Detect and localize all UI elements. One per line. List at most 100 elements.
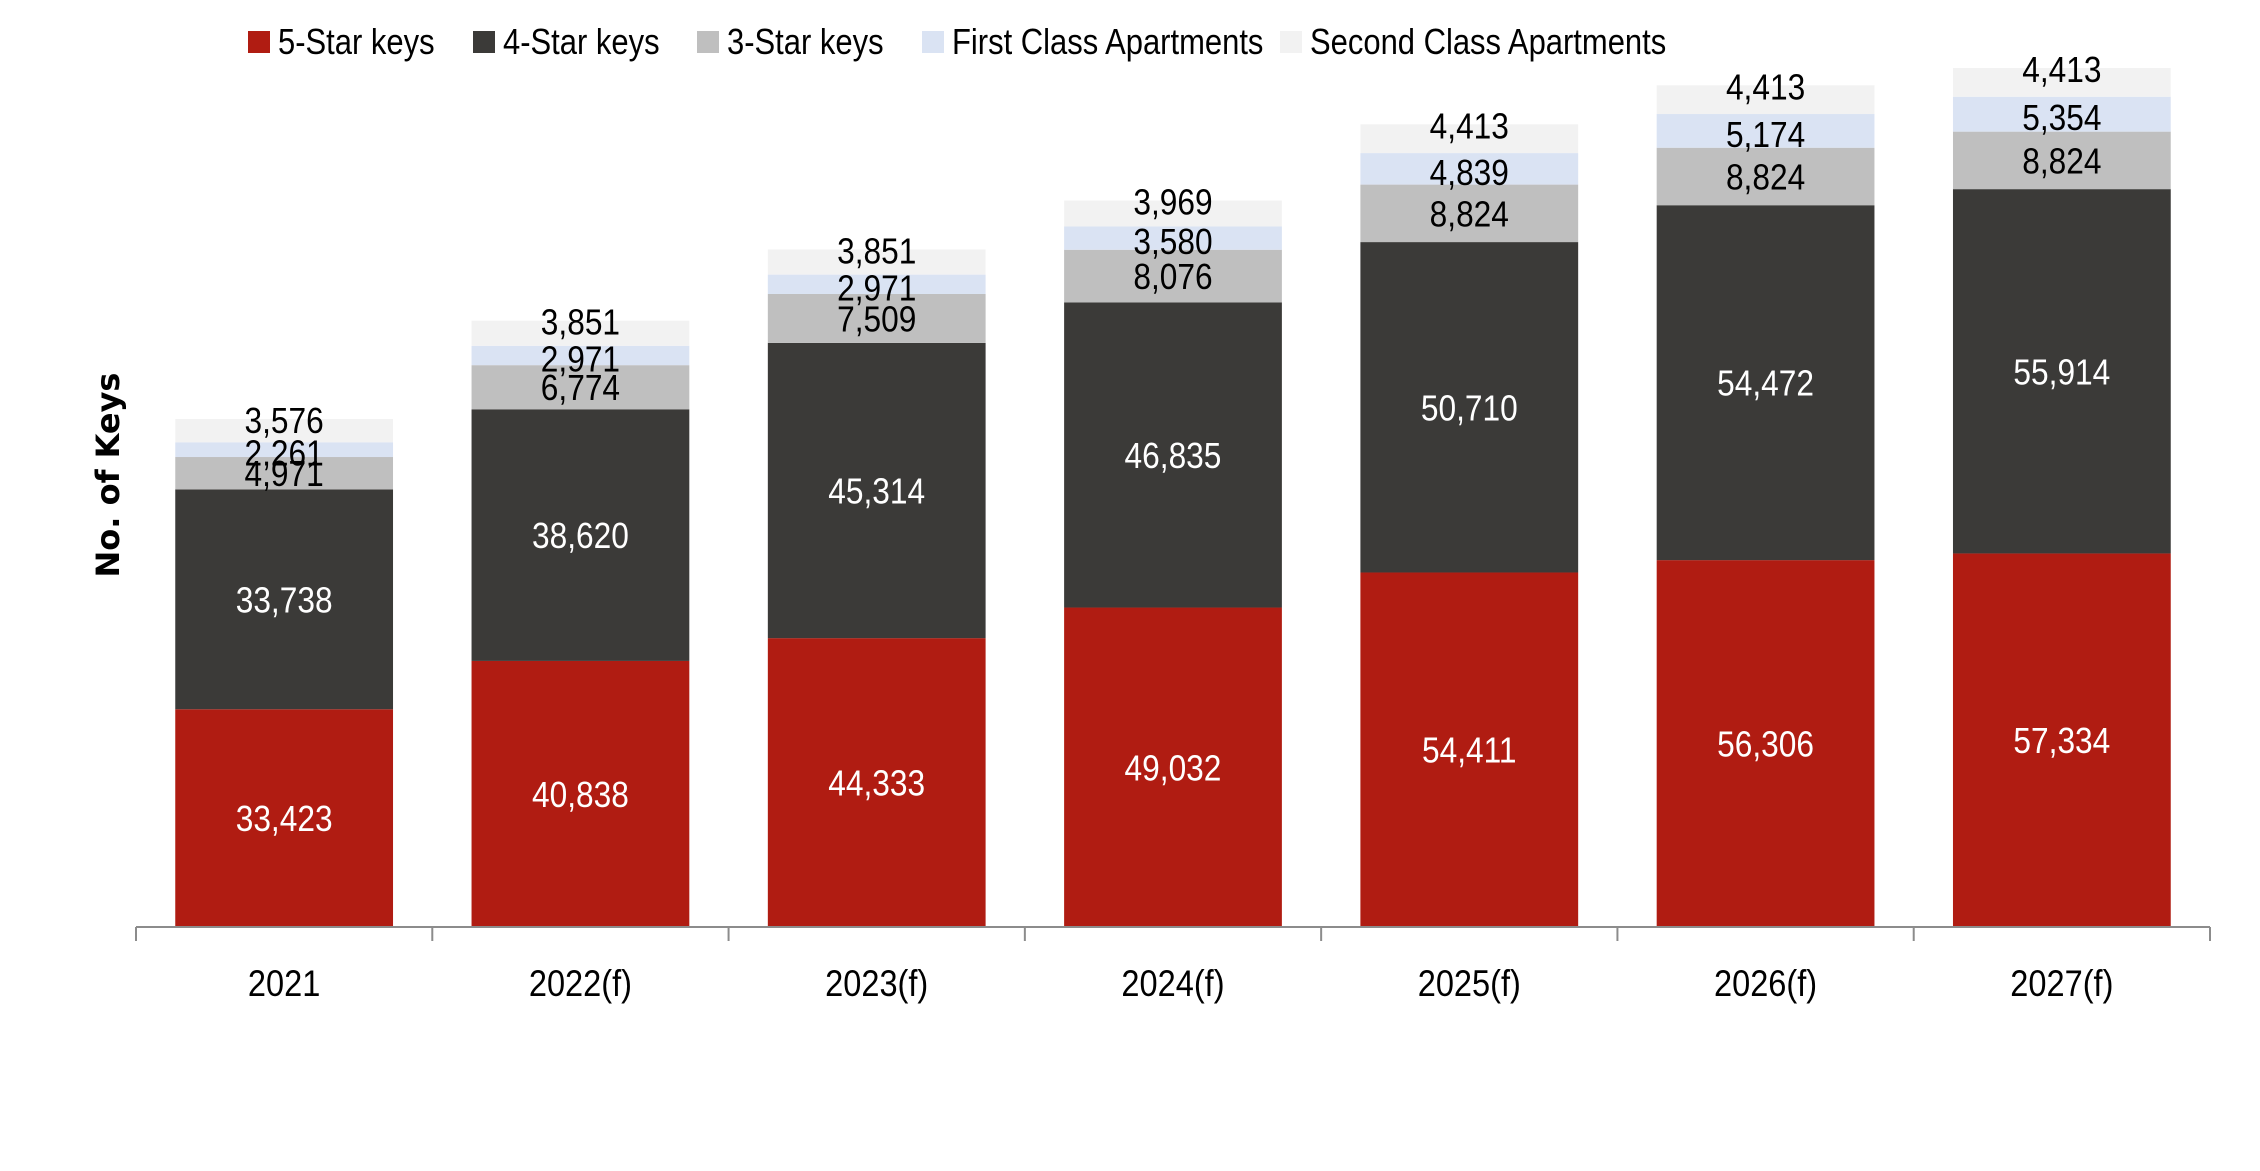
bar-segment (767, 293, 986, 343)
x-tick-label: 2022(f) (529, 963, 632, 1004)
data-label: 5,354 (2022, 98, 2101, 138)
data-label: 8,824 (1726, 158, 1805, 198)
legend-label: First Class Apartments (951, 21, 1264, 62)
bar-segment (767, 274, 986, 294)
bar-segment (175, 489, 394, 710)
data-label: 4,971 (245, 454, 324, 494)
bar-segment (175, 457, 394, 490)
data-label: 45,314 (828, 472, 925, 512)
x-tick-label: 2027(f) (2010, 963, 2113, 1004)
legend-label: 4-Star keys (502, 21, 660, 62)
bar-segment (1064, 200, 1282, 227)
bar-segment (471, 345, 690, 366)
data-label: 50,710 (1421, 388, 1518, 428)
bar-segment (1952, 96, 2171, 132)
legend-label: 3-Star keys (727, 21, 884, 62)
bar-segment (1656, 85, 1875, 115)
bar-segment (1064, 607, 1282, 927)
bar-segment (1360, 124, 1579, 154)
bar-segment (1064, 226, 1282, 250)
data-label: 38,620 (532, 516, 629, 556)
chart-legend: 5-Star keys 4-Star keys 3-Star keys First C… (248, 18, 1676, 66)
bar-segment (1360, 242, 1579, 573)
bar-segment (175, 709, 394, 927)
data-label: 57,334 (2013, 721, 2110, 761)
bar-segment (175, 442, 394, 458)
data-label: 56,306 (1717, 725, 1814, 765)
data-label: 3,851 (541, 303, 620, 343)
data-label: 4,413 (2022, 50, 2101, 90)
bar-segment (1656, 147, 1875, 206)
bar-segment (1952, 553, 2171, 927)
data-label: 46,835 (1125, 436, 1222, 476)
bar-segment (471, 365, 690, 410)
legend-swatch (697, 31, 720, 53)
legend-swatch (1279, 31, 1302, 53)
data-label: 40,838 (532, 775, 629, 815)
data-label: 4,413 (1430, 106, 1509, 146)
bar-segment (1360, 184, 1579, 243)
bar-segment (1360, 153, 1579, 185)
data-label: 33,423 (236, 799, 333, 839)
bar-segment (471, 409, 690, 661)
bar-segment (471, 660, 690, 927)
bar-segment (1952, 68, 2171, 97)
bar-segment (1656, 560, 1875, 927)
data-label: 8,076 (1133, 257, 1212, 297)
data-label: 2,971 (837, 268, 916, 308)
bar-segment (1360, 572, 1579, 927)
bar-segment (1952, 131, 2171, 190)
legend-item-second-class-apartments: Second Class Apartments (1279, 21, 1666, 63)
data-label: 4,413 (1726, 67, 1805, 107)
legend-label: 5-Star keys (278, 21, 435, 62)
data-label: 5,174 (1726, 115, 1805, 155)
data-label: 2,971 (541, 340, 620, 380)
data-label: 2,261 (245, 434, 324, 474)
data-label: 3,969 (1133, 183, 1212, 223)
data-label: 49,032 (1125, 748, 1222, 788)
data-label: 3,851 (837, 232, 916, 272)
bar-segment (175, 418, 394, 443)
bar-segment (1952, 189, 2171, 554)
data-label: 54,472 (1717, 364, 1814, 404)
bar-segment (1064, 249, 1282, 303)
legend-swatch (921, 31, 944, 53)
bar-segment (767, 342, 986, 639)
data-label: 33,738 (236, 580, 333, 620)
legend-swatch (472, 31, 495, 53)
bar-segment (1656, 114, 1875, 148)
data-label: 6,774 (541, 368, 620, 408)
bar-segment (1656, 205, 1875, 561)
bar-segment (767, 249, 986, 275)
legend-label: Second Class Apartments (1309, 21, 1666, 62)
data-label: 44,333 (828, 764, 925, 804)
data-label: 7,509 (837, 300, 916, 340)
legend-swatch (248, 31, 270, 53)
bar-segment (1064, 302, 1282, 608)
x-tick-label: 2021 (248, 963, 320, 1004)
legend-item-first-class-apartments: First Class Apartments (921, 21, 1264, 63)
data-label: 4,839 (1430, 153, 1509, 193)
legend-item-5-star-keys: 5-Star keys (248, 21, 435, 63)
data-label: 54,411 (1422, 731, 1517, 771)
x-tick-label: 2025(f) (1418, 963, 1521, 1004)
bar-segment (767, 638, 986, 927)
bar-segment (471, 320, 690, 346)
data-label: 8,824 (2022, 142, 2101, 182)
x-tick-label: 2023(f) (825, 963, 928, 1004)
data-label: 55,914 (2013, 352, 2110, 392)
x-tick-label: 2024(f) (1121, 963, 1224, 1004)
data-label: 8,824 (1430, 194, 1509, 234)
data-label: 3,580 (1133, 222, 1212, 262)
legend-item-3-star-keys: 3-Star keys (697, 21, 884, 63)
data-label: 3,576 (245, 401, 324, 441)
x-tick-label: 2026(f) (1714, 963, 1817, 1004)
